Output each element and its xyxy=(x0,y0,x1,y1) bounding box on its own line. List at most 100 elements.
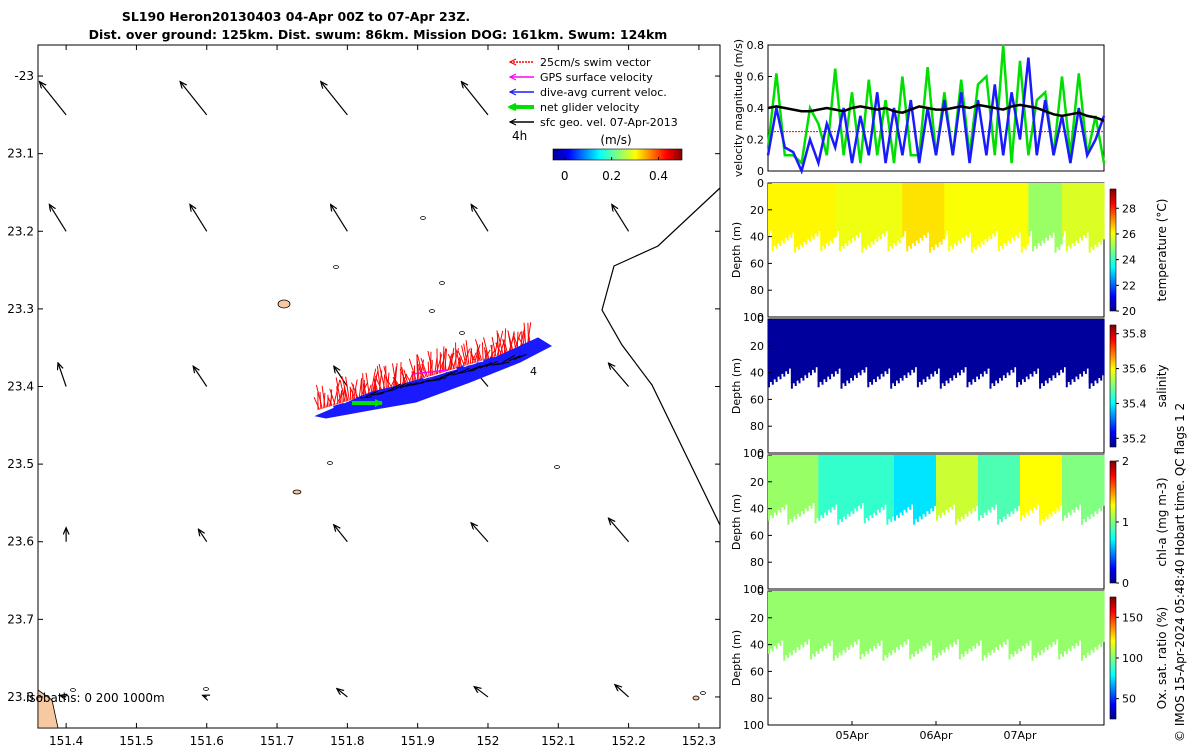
section-dive-spike xyxy=(878,455,881,513)
section-dive-spike xyxy=(1062,591,1064,657)
geo-velocity-arrow xyxy=(612,205,630,232)
section-dive-spike xyxy=(859,591,862,660)
section-dive-spike xyxy=(936,591,938,658)
section-dive-spike xyxy=(993,455,996,510)
section-dive-spike xyxy=(932,319,935,377)
section-dive-column xyxy=(928,591,933,641)
section-panel-oxygen: 0 20 40 60 80 100 Depth (m) 50 100 150 Ox. sat. ra… xyxy=(730,585,1169,742)
section-dive-spike xyxy=(962,455,965,520)
section-dive-spike xyxy=(810,319,812,376)
section-dive-spike xyxy=(944,183,947,237)
section-dive-column xyxy=(981,319,987,372)
reef-outline xyxy=(459,331,465,335)
section-dive-column xyxy=(981,455,987,513)
geo-velocity-arrow xyxy=(334,367,348,387)
section-dive-spike xyxy=(959,183,962,244)
section-dive-spike xyxy=(837,455,840,525)
section-dive-column xyxy=(775,319,780,377)
section-dive-spike xyxy=(947,455,950,513)
section-dive-spike xyxy=(898,183,901,244)
geo-velocity-arrow xyxy=(50,205,67,232)
swim-vector xyxy=(313,396,320,410)
section-dive-column xyxy=(1004,319,1010,373)
section-dive-spike xyxy=(905,591,908,645)
land-polygon xyxy=(37,689,59,729)
swim-vector xyxy=(351,382,359,399)
section-dive-spike xyxy=(829,455,832,513)
section-dive-column xyxy=(794,183,799,248)
section-dive-spike xyxy=(962,319,965,373)
geo-velocity-arrow xyxy=(61,696,66,697)
section-dive-spike xyxy=(786,183,789,241)
section-y-tick-label: 60 xyxy=(750,529,764,542)
section-dive-column xyxy=(836,319,842,369)
section-dive-spike xyxy=(939,591,942,656)
section-dive-spike xyxy=(1100,455,1103,512)
swim-vector xyxy=(329,388,336,406)
section-dive-spike xyxy=(974,455,977,512)
section-dive-column xyxy=(810,455,816,504)
section-dive-spike xyxy=(909,591,912,660)
section-dive-column xyxy=(848,455,853,512)
section-dive-column xyxy=(997,183,1003,246)
section-dive-spike xyxy=(981,319,984,377)
section-dive-column xyxy=(787,591,792,653)
section-dive-spike xyxy=(936,183,939,248)
section-dive-spike xyxy=(783,319,786,377)
section-dive-spike xyxy=(924,591,927,649)
section-dive-column xyxy=(1000,591,1006,642)
section-dive-column xyxy=(829,319,834,374)
gps-track-segment xyxy=(497,361,510,365)
section-y-tick-label: 20 xyxy=(750,340,764,353)
section-dive-spike xyxy=(867,319,870,388)
section-dive-spike xyxy=(787,455,790,525)
section-dive-spike xyxy=(882,591,885,661)
swim-vector xyxy=(315,384,323,409)
section-dive-spike xyxy=(894,455,896,521)
section-dive-spike xyxy=(865,183,868,250)
section-dive-column xyxy=(1020,455,1025,516)
section-dive-column xyxy=(1031,591,1036,656)
section-dive-column xyxy=(865,183,870,245)
section-dive-column xyxy=(863,319,868,368)
section-dive-spike xyxy=(966,591,969,654)
swim-vector xyxy=(427,361,430,377)
section-dive-spike xyxy=(1020,319,1022,385)
section-dive-column xyxy=(838,183,844,246)
section-dive-column xyxy=(867,591,872,649)
section-colorbar-label: temperature (°C) xyxy=(1155,199,1169,302)
section-dive-column xyxy=(951,319,956,376)
current-vector xyxy=(519,347,533,351)
section-dive-column xyxy=(1092,591,1097,648)
map-y-tick-label: 23.7 xyxy=(7,612,34,626)
colorbar-gradient xyxy=(552,148,683,161)
section-dive-column xyxy=(955,183,961,241)
swim-vector xyxy=(448,355,452,371)
section-dive-column xyxy=(779,591,784,641)
section-dive-column xyxy=(852,591,857,642)
section-dive-spike xyxy=(779,183,782,246)
swim-vector xyxy=(399,368,407,384)
section-dive-spike xyxy=(852,455,855,514)
section-dive-spike xyxy=(948,183,951,252)
section-dive-column xyxy=(1046,455,1052,514)
gps-track-segment xyxy=(359,396,373,399)
swim-vector xyxy=(321,385,326,408)
section-dive-spike xyxy=(825,591,828,649)
section-dive-column xyxy=(913,591,918,652)
section-dive-spike xyxy=(797,183,800,250)
reef-outline xyxy=(70,688,76,692)
section-dive-spike xyxy=(799,455,801,517)
section-dive-column xyxy=(1058,455,1063,506)
section-y-tick-label: 100 xyxy=(743,583,764,596)
section-dive-column xyxy=(1062,183,1067,232)
section-dive-column xyxy=(886,591,891,653)
section-dive-column xyxy=(962,591,968,652)
section-dive-column xyxy=(1001,183,1007,244)
section-dive-spike xyxy=(955,319,958,378)
section-dive-spike xyxy=(989,455,992,513)
section-dive-spike xyxy=(817,319,820,388)
section-dive-column xyxy=(1088,183,1094,248)
section-colorbar-tick-label: 26 xyxy=(1122,228,1136,241)
section-colorbar-tick-label: 20 xyxy=(1122,305,1136,318)
